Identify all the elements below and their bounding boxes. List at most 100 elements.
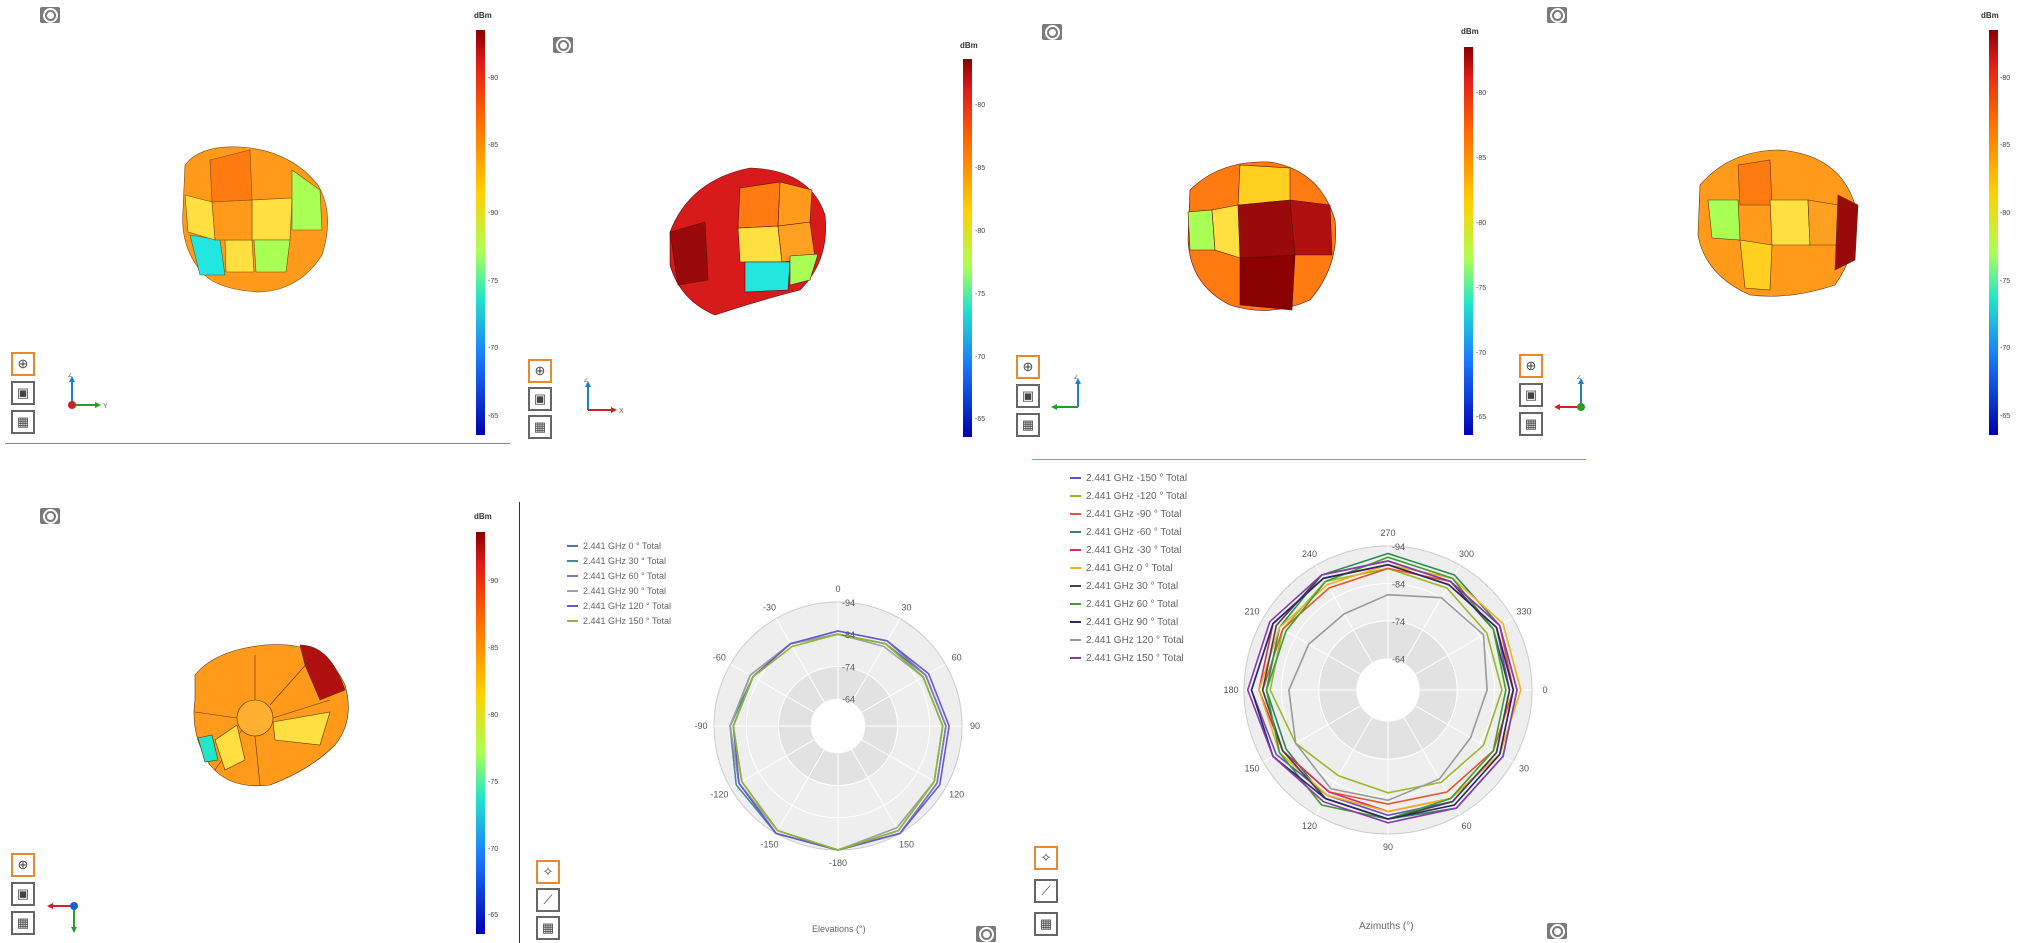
legend-item[interactable]: 2.441 GHz -30 ° Total: [1070, 541, 1187, 559]
colorbar-tick: -85: [1476, 155, 1487, 162]
colorbar-tick: -65: [2000, 413, 2011, 420]
colorbar-title: dBm: [474, 512, 492, 521]
legend-item[interactable]: 2.441 GHz 0 ° Total: [1070, 559, 1187, 577]
colorbar-tick: -90: [488, 578, 499, 585]
radial-tick-label: -64: [842, 695, 855, 705]
legend-item[interactable]: 2.441 GHz 30 ° Total: [1070, 577, 1187, 595]
polar-view-icon[interactable]: ✧: [1034, 846, 1058, 870]
axis-triad-1: Z Y: [68, 373, 108, 410]
legend-item[interactable]: 2.441 GHz -60 ° Total: [1070, 523, 1187, 541]
globe-view-icon[interactable]: ⊕: [1016, 355, 1040, 379]
settings-gear-icon-4[interactable]: [1547, 7, 1567, 23]
settings-gear-icon-7[interactable]: [1547, 923, 1567, 939]
legend-item[interactable]: 2.441 GHz -120 ° Total: [1070, 487, 1187, 505]
table-view-icon[interactable]: ▦: [536, 916, 560, 940]
table-view-icon[interactable]: ▦: [1034, 912, 1058, 936]
colorbar-tick: -75: [975, 291, 986, 298]
axis-right-label: X: [619, 408, 624, 415]
radial-tick-label: -64: [1392, 654, 1405, 664]
radial-tick-label: -94: [1392, 542, 1405, 552]
settings-gear-icon-1[interactable]: [40, 7, 60, 23]
polar-spoke: [861, 663, 946, 713]
surface-view-icon[interactable]: ▣: [1519, 383, 1543, 407]
polar-hole: [810, 698, 866, 754]
radial-tick-label: -84: [842, 630, 855, 640]
surface-view-icon[interactable]: ▣: [1016, 384, 1040, 408]
colorbar-tick: -75: [488, 278, 499, 285]
angle-tick-label: 150: [899, 840, 914, 850]
colorbar-tick: -65: [488, 413, 499, 420]
surface-view-icon[interactable]: ▣: [11, 381, 35, 405]
angle-tick-label: -90: [694, 721, 707, 731]
legend-label: 2.441 GHz 60 ° Total: [1086, 598, 1179, 610]
surface-view-icon[interactable]: ▣: [11, 882, 35, 906]
legend-swatch: [567, 619, 578, 622]
cartesian-view-icon[interactable]: ⟋: [536, 888, 560, 912]
legend-item[interactable]: 2.441 GHz 120 ° Total: [567, 598, 671, 613]
cartesian-view-icon[interactable]: ⟋: [1034, 879, 1058, 903]
colorbar-tick: -80: [1476, 220, 1487, 227]
legend-swatch: [567, 559, 578, 562]
table-view-icon[interactable]: ▦: [1016, 413, 1040, 437]
legend-item[interactable]: 2.441 GHz 60 ° Total: [567, 568, 671, 583]
globe-view-icon[interactable]: ⊕: [528, 359, 552, 383]
angle-tick-label: -120: [710, 790, 728, 800]
table-view-icon[interactable]: ▦: [1519, 412, 1543, 436]
colorbar-tick: -85: [488, 645, 499, 652]
x-axis-title: Elevations (°): [812, 924, 866, 934]
colorbar-tick: -70: [488, 345, 499, 352]
angle-tick-label: 240: [1302, 549, 1317, 559]
polar-hole: [1356, 658, 1420, 722]
surface-view-icon[interactable]: ▣: [528, 387, 552, 411]
globe-view-icon[interactable]: ⊕: [11, 352, 35, 376]
legend-item[interactable]: 2.441 GHz 60 ° Total: [1070, 595, 1187, 613]
table-view-icon[interactable]: ▦: [11, 410, 35, 434]
angle-tick-label: -150: [760, 840, 778, 850]
radial-tick-label: -94: [842, 598, 855, 608]
legend-swatch: [567, 544, 578, 547]
legend-swatch: [1070, 585, 1081, 587]
legend-item[interactable]: 2.441 GHz 120 ° Total: [1070, 631, 1187, 649]
legend-azimuths: 2.441 GHz -150 ° Total 2.441 GHz -120 ° T…: [1070, 469, 1187, 667]
angle-tick-label: 30: [901, 602, 911, 612]
axis-triad-2: Z X: [584, 378, 624, 415]
axis-up-label: Z: [1074, 375, 1079, 381]
legend-item[interactable]: 2.441 GHz 0 ° Total: [567, 538, 671, 553]
colorbar-tick: -80: [2000, 75, 2011, 82]
divider: [519, 502, 520, 943]
legend-swatch: [1070, 621, 1081, 623]
legend-item[interactable]: 2.441 GHz -90 ° Total: [1070, 505, 1187, 523]
legend-item[interactable]: 2.441 GHz 90 ° Total: [1070, 613, 1187, 631]
legend-item[interactable]: 2.441 GHz 150 ° Total: [567, 613, 671, 628]
series-line: [1250, 563, 1515, 820]
globe-view-icon[interactable]: ⊕: [11, 853, 35, 877]
colorbar-tick: -75: [2000, 278, 2011, 285]
globe-view-icon[interactable]: ⊕: [1519, 354, 1543, 378]
legend-label: 2.441 GHz 120 ° Total: [583, 600, 671, 611]
angle-tick-label: 60: [1461, 821, 1471, 831]
settings-gear-icon-3[interactable]: [1042, 24, 1062, 40]
colorbar-tick: -75: [1476, 285, 1487, 292]
polar-chart-azimuths: 0 30 60 90 120 150 180 210 240 270 300 330 -94 -84 -74…: [1223, 528, 1547, 852]
legend-item[interactable]: 2.441 GHz 30 ° Total: [567, 553, 671, 568]
settings-gear-icon-6[interactable]: [976, 926, 996, 942]
polar-spoke: [851, 749, 901, 834]
colorbar-tick: -90: [488, 210, 499, 217]
series-line: [1265, 556, 1507, 820]
settings-gear-icon-2[interactable]: [553, 37, 573, 53]
colorbar-tick: -85: [488, 142, 499, 149]
legend-item[interactable]: 2.441 GHz -150 ° Total: [1070, 469, 1187, 487]
legend-item[interactable]: 2.441 GHz 90 ° Total: [567, 583, 671, 598]
table-view-icon[interactable]: ▦: [528, 415, 552, 439]
colorbar-tick: -80: [975, 228, 986, 235]
angle-tick-label: -30: [763, 602, 776, 612]
polar-view-icon[interactable]: ✧: [536, 860, 560, 884]
3d-pattern-3: [1187, 161, 1336, 311]
settings-gear-icon-5[interactable]: [40, 508, 60, 524]
angle-tick-label: -60: [713, 653, 726, 663]
axis-up-label: Z: [68, 373, 73, 379]
table-view-icon[interactable]: ▦: [11, 911, 35, 935]
series-line: [1288, 593, 1488, 802]
legend-item[interactable]: 2.441 GHz 150 ° Total: [1070, 649, 1187, 667]
legend-elevations: 2.441 GHz 0 ° Total 2.441 GHz 30 ° Total 2…: [567, 538, 671, 628]
